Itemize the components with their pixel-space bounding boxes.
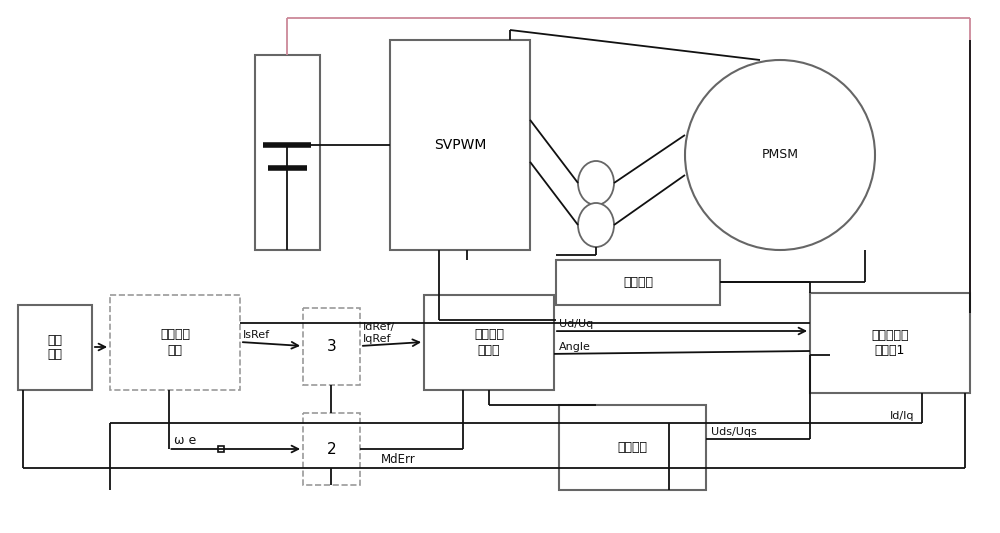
Text: Id/Iq: Id/Iq — [890, 411, 914, 421]
Text: Ud/Uq: Ud/Uq — [559, 319, 593, 329]
Text: 位置估算: 位置估算 — [618, 441, 648, 454]
Circle shape — [685, 60, 875, 250]
Bar — [110, 295, 240, 390]
Text: 采样模块: 采样模块 — [623, 276, 653, 289]
Text: ω e: ω e — [174, 434, 196, 447]
Bar — [810, 293, 970, 393]
Text: IdRef/
IqRef: IdRef/ IqRef — [363, 322, 395, 344]
Text: SVPWM: SVPWM — [434, 138, 486, 152]
Text: 电流电压转
换模块1: 电流电压转 换模块1 — [871, 329, 909, 357]
Ellipse shape — [578, 161, 614, 205]
Text: PMSM: PMSM — [762, 149, 798, 161]
Text: Angle: Angle — [559, 342, 591, 352]
Bar — [18, 305, 92, 390]
Text: IsRef: IsRef — [243, 330, 270, 340]
Bar — [255, 55, 320, 250]
Ellipse shape — [578, 203, 614, 247]
Text: MdErr: MdErr — [381, 453, 416, 466]
Bar — [556, 260, 720, 305]
Text: 2: 2 — [327, 441, 336, 456]
Text: 3: 3 — [327, 339, 336, 354]
Text: 速度环控
制器: 速度环控 制器 — [160, 328, 190, 357]
Bar — [303, 413, 360, 485]
Bar — [390, 40, 530, 250]
Bar — [424, 295, 554, 390]
Bar — [559, 405, 706, 490]
Text: 电流环控
制器４: 电流环控 制器４ — [474, 328, 504, 357]
Text: Uds/Uqs: Uds/Uqs — [711, 427, 757, 437]
Text: 参考
速度: 参考 速度 — [48, 334, 62, 361]
Bar — [303, 308, 360, 385]
